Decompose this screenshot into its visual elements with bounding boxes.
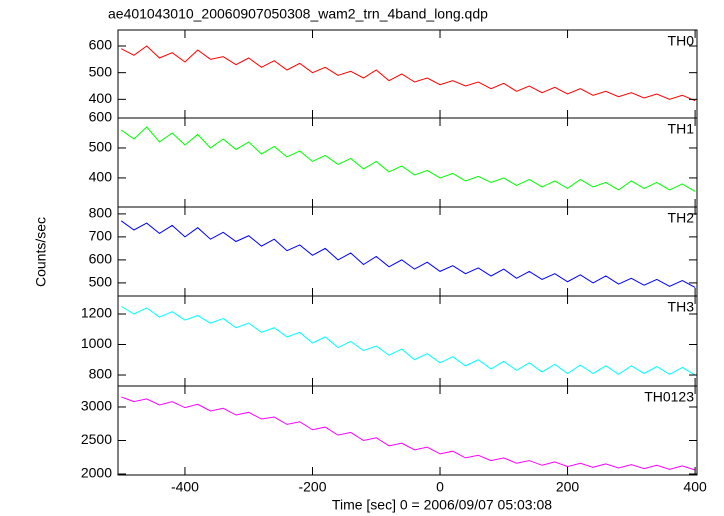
y-tick-label: 400 <box>89 90 113 106</box>
panel-frame <box>117 385 698 476</box>
y-axis-label: Counts/sec <box>33 217 49 287</box>
panel-frame <box>117 206 698 297</box>
panel-frame <box>117 29 698 119</box>
x-tick-label: -400 <box>171 479 199 495</box>
panel-frame <box>117 117 698 208</box>
y-tick-label: 500 <box>89 139 113 155</box>
data-line <box>120 45 696 102</box>
panel-label: TH0123 <box>644 389 694 405</box>
chart-title: ae401043010_20060907050308_wam2_trn_4ban… <box>108 6 488 22</box>
data-line <box>121 396 696 471</box>
panel-label: TH3 <box>668 299 695 315</box>
y-tick-label: 1000 <box>81 335 112 351</box>
y-tick-label: 1200 <box>81 305 112 321</box>
y-tick-label: 600 <box>89 37 113 53</box>
y-tick-label: 600 <box>89 251 113 267</box>
panel-label: TH1 <box>668 121 695 137</box>
x-tick-label: -200 <box>298 479 326 495</box>
data-line <box>120 220 696 288</box>
panel-frame <box>117 295 698 387</box>
y-tick-label: 800 <box>89 366 113 382</box>
x-tick-label: 200 <box>556 479 580 495</box>
x-tick-label: 0 <box>436 479 444 495</box>
data-line <box>120 126 696 192</box>
y-tick-label: 2500 <box>81 431 112 447</box>
y-tick-label: 700 <box>89 228 113 244</box>
y-tick-label: 2000 <box>81 465 112 481</box>
y-tick-label: 3000 <box>81 398 112 414</box>
y-tick-label: 500 <box>89 274 113 290</box>
x-axis-label: Time [sec] 0 = 2006/09/07 05:03:08 <box>332 497 552 513</box>
data-line <box>120 305 696 376</box>
x-tick-label: 400 <box>683 479 707 495</box>
panel-label: TH0 <box>668 33 695 49</box>
panel-label: TH2 <box>668 210 695 226</box>
y-tick-label: 800 <box>89 205 113 221</box>
y-tick-label: 600 <box>89 109 113 125</box>
y-tick-label: 400 <box>89 169 113 185</box>
y-tick-label: 500 <box>89 63 113 79</box>
